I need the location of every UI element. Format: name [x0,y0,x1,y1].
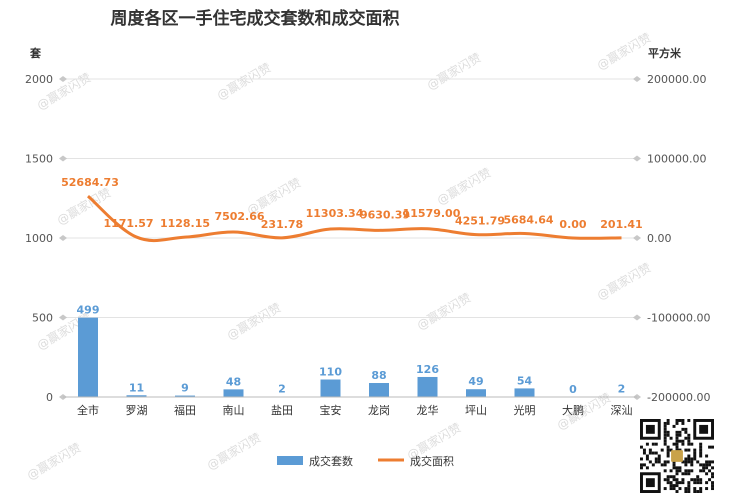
x-tick-label: 全市 [77,403,99,417]
watermark-text: @赢家闪赞 [214,60,273,103]
y-left-unit: 套 [30,46,42,60]
line-value-label: 9630.39 [360,208,410,221]
bar-value-label: 54 [517,374,533,387]
bar-value-label: 2 [278,383,286,396]
watermark-text: @赢家闪赞 [224,300,283,343]
bar-光明 [514,388,535,397]
x-tick-label: 罗湖 [126,404,148,417]
bar-南山 [223,389,244,397]
bar-value-label: 9 [181,382,189,395]
y-right-tick-label: 200000.00 [647,73,707,86]
bar-坪山 [466,389,486,397]
y-left-tick-label: 1000 [25,232,53,245]
left-tick-marker [59,76,67,82]
legend-bar-label: 成交套数 [309,454,353,468]
watermark-text: @赢家闪赞 [434,165,493,208]
line-value-label: 52684.73 [61,176,119,189]
left-tick-marker [59,314,67,321]
bar-宝安 [320,379,341,397]
x-tick-label: 宝安 [320,403,342,417]
chart-title: 周度各区一手住宅成交套数和成交面积 [110,9,400,29]
bar-value-label: 110 [319,366,342,379]
line-value-label: 231.78 [261,218,303,231]
right-tick-marker [633,155,641,162]
bar-罗湖 [126,395,147,397]
legend-bar-swatch [277,456,303,465]
line-value-label: 201.41 [600,218,642,231]
y-right-tick-label: -100000.00 [647,312,710,325]
bar-value-label: 0 [569,383,577,396]
x-tick-label: 深汕 [611,404,633,417]
x-tick-label: 龙华 [417,403,439,417]
bar-全市 [78,317,98,397]
bar-value-label: 499 [77,304,100,317]
bar-value-label: 126 [416,363,439,376]
y-left-tick-label: 1500 [25,153,53,166]
bar-value-label: 88 [371,369,386,382]
right-tick-marker [633,314,641,321]
watermark-text: @赢家闪赞 [594,260,653,303]
bar-value-label: 11 [129,381,144,394]
y-left-tick-label: 2000 [25,73,53,86]
x-tick-label: 南山 [223,404,245,417]
x-tick-label: 大鹏 [562,403,584,417]
line-series-area [87,194,622,243]
y-left-tick-label: 500 [32,312,53,325]
line-value-label: 4251.79 [455,215,505,228]
bar-龙华 [417,376,438,397]
bar-value-label: 2 [618,383,626,396]
right-tick-marker [633,76,641,82]
x-tick-label: 光明 [514,403,536,417]
legend-line-label: 成交面积 [410,454,454,468]
bar-龙岗 [369,383,389,397]
line-value-label: 11303.34 [306,207,364,220]
y-right-unit: 平方米 [648,46,682,60]
watermark-text: @赢家闪赞 [414,290,473,333]
line-value-label: 1171.57 [103,217,153,230]
bar-value-label: 49 [468,375,483,388]
right-tick-marker [633,235,641,241]
watermark-text: @赢家闪赞 [24,440,83,483]
bar-福田 [175,395,195,397]
x-tick-label: 龙岗 [368,404,390,417]
line-value-label: 7502.66 [214,210,264,223]
watermark-text: @赢家闪赞 [424,50,483,93]
watermark-text: @赢家闪赞 [204,430,263,473]
line-value-label: 11579.00 [403,207,461,220]
qr-code-image [640,419,714,493]
left-tick-marker [59,155,67,162]
y-right-tick-label: -200000.00 [647,391,710,404]
left-tick-marker [59,235,67,241]
line-value-label: 0.00 [559,218,586,231]
x-tick-label: 盐田 [271,404,293,417]
bar-value-label: 48 [226,375,241,388]
y-right-tick-label: 0.00 [647,232,672,245]
line-value-label: 1128.15 [160,217,210,230]
x-tick-label: 福田 [174,403,196,417]
y-left-tick-label: 0 [46,391,53,404]
y-right-tick-label: 100000.00 [647,153,707,166]
watermark-text: @赢家闪赞 [594,30,653,73]
x-tick-label: 坪山 [465,404,487,417]
line-value-label: 5684.64 [503,213,553,226]
